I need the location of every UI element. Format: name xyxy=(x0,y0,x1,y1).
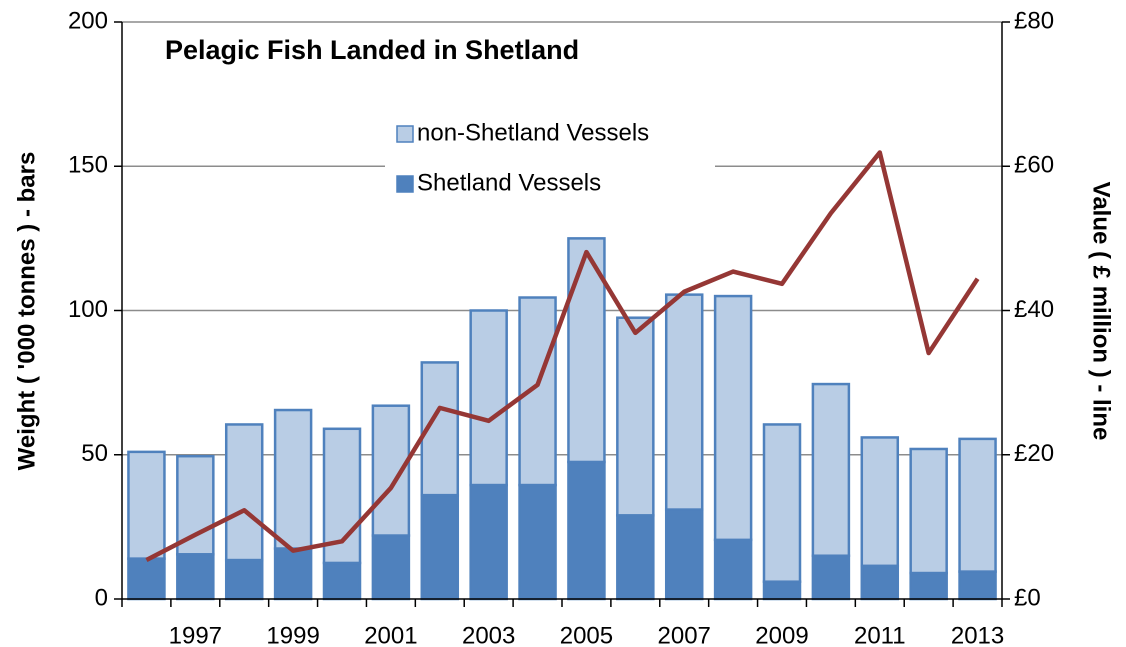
x-tick-label: 2009 xyxy=(755,622,808,647)
y2-tick-label: £80 xyxy=(1014,7,1054,34)
y2-tick-label: £20 xyxy=(1014,440,1054,467)
bar xyxy=(664,293,704,511)
line xyxy=(145,150,980,563)
y-tick-label: 0 xyxy=(95,584,108,611)
y2-tick-label: £0 xyxy=(1014,584,1041,611)
bar xyxy=(860,436,900,568)
legend-swatch xyxy=(396,125,414,143)
x-tick-label: 2011 xyxy=(854,622,906,647)
x-tick-label: 2005 xyxy=(560,622,613,647)
bar xyxy=(273,408,313,550)
y2-axis-title: Value ( £ million ) - line xyxy=(1088,182,1115,441)
x-tick-label: 2013 xyxy=(951,622,1004,647)
y-axis-title: Weight ( '000 tonnes ) - bars xyxy=(13,152,40,471)
x-tick-label: 2007 xyxy=(658,622,711,647)
x-tick-label: 2003 xyxy=(462,622,515,647)
bar xyxy=(469,483,508,601)
y-tick-label: 150 xyxy=(68,152,108,179)
bar xyxy=(909,571,948,601)
bar xyxy=(518,483,557,601)
bar xyxy=(127,557,166,601)
x-tick-label: 1999 xyxy=(266,622,319,647)
bar xyxy=(811,382,851,557)
y-tick-label: 50 xyxy=(81,440,108,467)
bar xyxy=(176,553,215,601)
bar xyxy=(322,561,362,601)
bar xyxy=(420,493,460,601)
x-tick-label: 2001 xyxy=(364,622,417,647)
bar xyxy=(762,423,802,583)
legend-swatch xyxy=(396,175,414,193)
bar xyxy=(616,514,655,601)
bar xyxy=(518,296,557,487)
legend-label: Shetland Vessels xyxy=(417,169,601,196)
legend-label: non-Shetland Vessels xyxy=(417,119,649,146)
y2-tick-label: £40 xyxy=(1014,296,1054,323)
bar xyxy=(958,570,997,601)
bar xyxy=(713,538,753,601)
bar xyxy=(273,547,313,601)
bar xyxy=(127,450,166,560)
chart-title: Pelagic Fish Landed in Shetland xyxy=(165,35,579,65)
bar xyxy=(664,508,704,601)
y2-tick-label: £60 xyxy=(1014,152,1054,179)
y-tick-label: 100 xyxy=(68,296,108,323)
bar xyxy=(860,564,900,601)
legend-box xyxy=(385,112,715,216)
bar xyxy=(224,558,264,601)
bar xyxy=(567,460,606,601)
bar xyxy=(762,580,802,601)
bar xyxy=(224,423,264,562)
bar xyxy=(958,437,997,573)
bar xyxy=(909,447,948,575)
bar xyxy=(371,534,411,601)
bar xyxy=(811,554,851,601)
bar xyxy=(469,309,508,487)
x-tick-label: 1997 xyxy=(169,622,222,647)
y-tick-label: 200 xyxy=(68,7,108,34)
bar xyxy=(176,454,215,556)
bar xyxy=(616,316,655,517)
bar xyxy=(713,294,753,542)
